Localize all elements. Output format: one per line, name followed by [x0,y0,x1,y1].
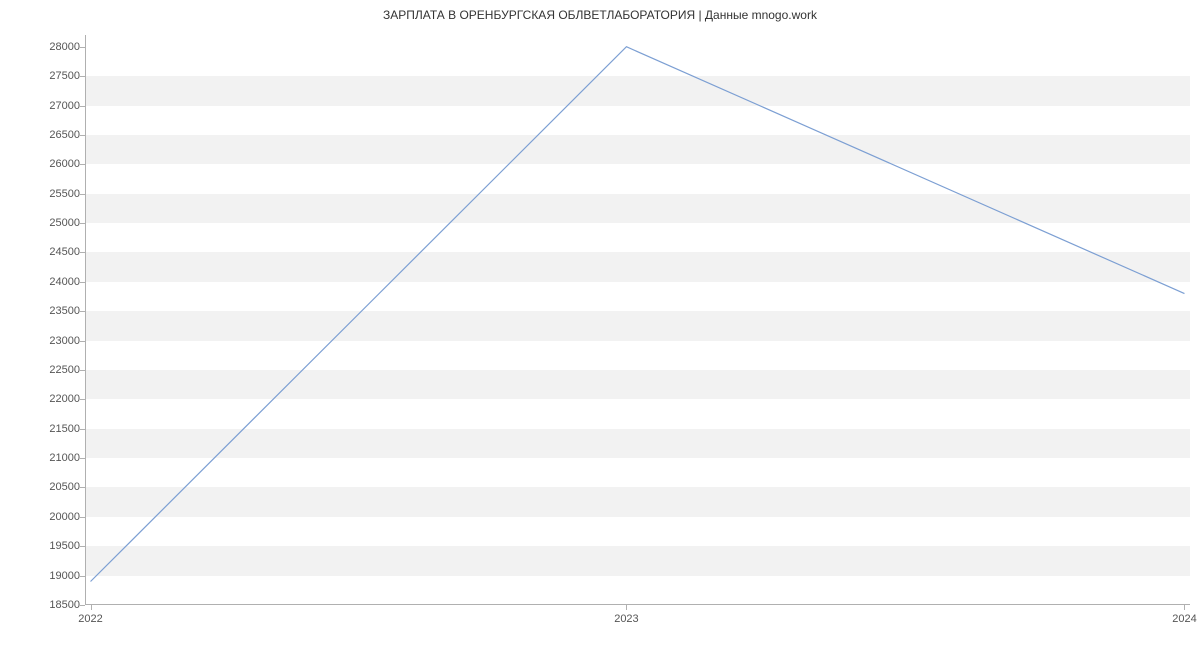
y-tick-label: 28000 [49,41,80,53]
y-tick-mark [80,458,85,459]
y-tick-label: 24000 [49,276,80,288]
y-tick-label: 27500 [49,70,80,82]
y-tick-label: 20000 [49,511,80,523]
y-tick-mark [80,429,85,430]
y-tick-mark [80,517,85,518]
x-tick-label: 2023 [614,613,638,625]
y-tick-mark [80,135,85,136]
x-tick-label: 2022 [78,613,102,625]
y-tick-mark [80,47,85,48]
x-tick-label: 2024 [1172,613,1196,625]
x-tick-mark [626,605,627,610]
y-tick-label: 19500 [49,540,80,552]
y-tick-mark [80,282,85,283]
y-tick-label: 21000 [49,452,80,464]
y-tick-label: 26000 [49,158,80,170]
y-tick-label: 20500 [49,481,80,493]
y-tick-label: 18500 [49,599,80,611]
y-tick-mark [80,311,85,312]
y-tick-mark [80,370,85,371]
chart-title: ЗАРПЛАТА В ОРЕНБУРГСКАЯ ОБЛВЕТЛАБОРАТОРИ… [0,0,1200,22]
y-tick-mark [80,576,85,577]
y-tick-label: 23500 [49,305,80,317]
y-tick-label: 26500 [49,129,80,141]
y-tick-mark [80,399,85,400]
y-tick-label: 22000 [49,393,80,405]
x-tick-mark [91,605,92,610]
y-tick-mark [80,194,85,195]
y-tick-label: 22500 [49,364,80,376]
x-tick-mark [1184,605,1185,610]
y-tick-mark [80,605,85,606]
y-tick-mark [80,76,85,77]
y-tick-label: 24500 [49,246,80,258]
y-tick-mark [80,106,85,107]
y-tick-label: 25000 [49,217,80,229]
y-tick-label: 23000 [49,335,80,347]
y-tick-label: 25500 [49,188,80,200]
y-tick-mark [80,164,85,165]
y-tick-label: 27000 [49,100,80,112]
y-tick-mark [80,341,85,342]
y-tick-label: 19000 [49,570,80,582]
line-series [85,35,1190,605]
y-tick-mark [80,252,85,253]
y-tick-label: 21500 [49,423,80,435]
y-tick-mark [80,546,85,547]
y-tick-mark [80,223,85,224]
chart-plot-area: 202220232024 [85,35,1190,605]
salary-line [91,47,1185,582]
y-tick-mark [80,487,85,488]
